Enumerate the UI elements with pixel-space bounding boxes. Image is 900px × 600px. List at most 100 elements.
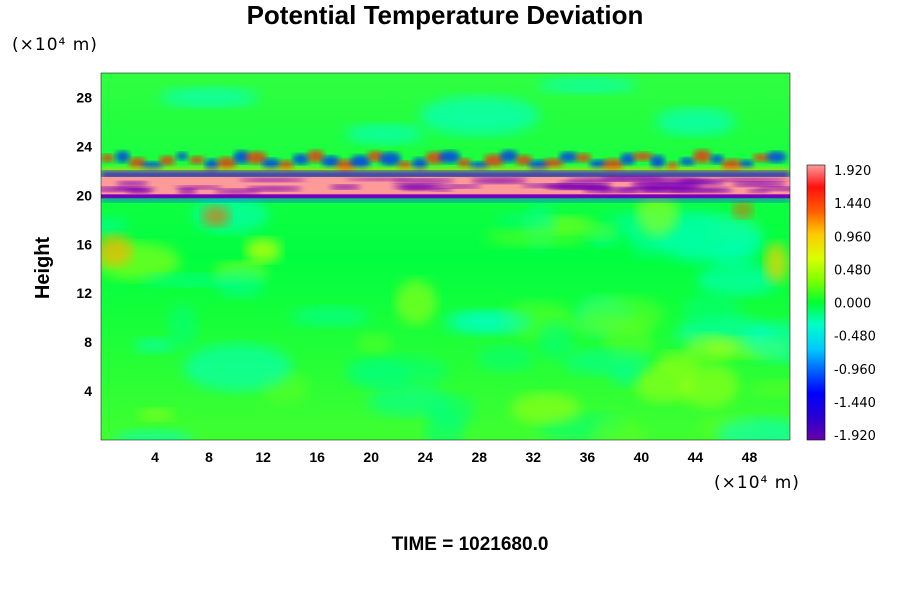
wave-cell: [515, 155, 533, 166]
wave-cell: [650, 155, 666, 169]
weak-perturbation: [656, 351, 699, 375]
wave-cell: [739, 159, 754, 169]
band-blue-top: [101, 170, 790, 179]
upper-perturbation: [344, 124, 425, 145]
weak-perturbation: [563, 348, 652, 376]
wave-cell: [101, 153, 115, 163]
band-negative-streak: [114, 187, 147, 191]
wave-cell: [292, 153, 310, 165]
weak-perturbation: [113, 429, 194, 440]
warm-perturbation: [732, 202, 753, 219]
x-axis-unit: (×10⁴ m): [714, 473, 800, 493]
y-axis-label: Height: [32, 237, 54, 300]
upper-perturbation: [159, 87, 260, 108]
x-tick-label: 4: [151, 449, 159, 465]
colorbar-tick-labels: 1.920 1.440 0.960 0.480 0.000 -0.480 -0.960 -1.…: [834, 164, 876, 444]
band-negative-streak: [177, 188, 198, 194]
x-tick-labels: 4 8 12 16 20 24 28 32 36 40 44 48: [151, 449, 757, 465]
band-negative-streak: [660, 186, 732, 192]
wave-cell: [766, 151, 787, 163]
band-negative-streak: [756, 186, 790, 192]
plot-frame: [100, 72, 791, 441]
colorbar-scale: [806, 164, 826, 441]
wave-cell: [115, 150, 130, 163]
x-tick-label: 28: [471, 449, 487, 465]
wave-cell: [176, 152, 189, 161]
wave-cell: [499, 150, 519, 163]
warm-perturbation: [764, 242, 789, 283]
warm-perturbation: [101, 234, 133, 267]
band-negative-streak: [470, 177, 528, 184]
x-tick-label: 20: [363, 449, 379, 465]
band-negative-streak: [391, 183, 444, 190]
upper-perturbation: [537, 77, 638, 94]
wave-cell: [575, 153, 592, 163]
band-negative-streak: [545, 185, 609, 190]
wave-cell: [543, 158, 564, 168]
x-tick-label: 40: [634, 449, 650, 465]
weak-perturbation: [183, 343, 293, 392]
wave-cell: [321, 155, 340, 168]
weak-perturbation: [484, 227, 589, 247]
wave-cell: [620, 152, 636, 166]
colorbar-tick-label: -0.960: [834, 363, 876, 378]
band-negative-streak: [213, 188, 262, 194]
wave-cell: [457, 158, 472, 168]
weak-perturbation: [357, 333, 392, 354]
wave-cell: [559, 151, 578, 163]
band-negative-streak: [329, 184, 362, 190]
band-negative-streak: [681, 178, 714, 184]
weak-perturbation: [350, 360, 411, 388]
band-negative-streak: [245, 186, 303, 192]
weak-perturbation: [678, 363, 739, 408]
weak-perturbation: [477, 345, 534, 372]
wave-cell: [589, 159, 608, 169]
y-tick-label: 28: [76, 89, 92, 105]
band-negative-streak: [731, 181, 787, 187]
x-tick-label: 36: [580, 449, 596, 465]
y-tick-label: 20: [76, 187, 92, 203]
weak-perturbation: [495, 211, 541, 229]
weak-perturbation: [101, 216, 128, 236]
x-tick-label: 48: [742, 449, 758, 465]
x-tick-label: 24: [417, 449, 433, 465]
weak-perturbation: [747, 380, 790, 398]
weak-perturbation: [716, 417, 790, 440]
wave-cell: [692, 149, 712, 164]
weak-perturbation: [510, 392, 581, 425]
warm-perturbation: [201, 206, 230, 227]
y-tick-label: 8: [84, 334, 92, 350]
warm-perturbation: [245, 238, 282, 263]
wave-cell: [159, 155, 176, 166]
y-tick-labels: 4 8 12 16 20 24 28: [76, 89, 92, 399]
weak-perturbation: [684, 334, 734, 361]
weak-perturbation: [137, 408, 175, 422]
weak-perturbation: [133, 338, 176, 353]
colorbar: 1.920 1.440 0.960 0.480 0.000 -0.480 -0.960 -1.…: [806, 164, 876, 444]
weak-perturbation: [442, 309, 534, 335]
x-tick-label: 12: [255, 449, 271, 465]
band-negative-streak: [629, 182, 698, 189]
y-tick-label: 12: [76, 285, 92, 301]
wave-cell: [752, 153, 771, 162]
wave-cell: [632, 152, 654, 161]
weak-perturbation: [683, 292, 742, 328]
upper-perturbation: [655, 107, 736, 136]
x-tick-label: 44: [688, 449, 704, 465]
colorbar-tick-label: 0.960: [834, 230, 871, 245]
band-negative-streak: [238, 178, 308, 183]
band-negative-streak: [115, 181, 150, 186]
band-blue-bottom: [101, 198, 790, 203]
weak-perturbation: [583, 222, 617, 240]
wave-cell: [483, 154, 505, 167]
wave-cell: [216, 157, 237, 170]
time-label: TIME = 1021680.0: [392, 534, 549, 555]
upper-perturbation: [419, 95, 540, 136]
weak-perturbation: [290, 306, 370, 327]
wave-cell: [379, 152, 401, 166]
colorbar-tick-label: 1.440: [834, 197, 871, 212]
colorbar-tick-label: 0.000: [834, 297, 871, 312]
wave-cell: [679, 157, 696, 166]
wave-cell: [438, 150, 461, 164]
